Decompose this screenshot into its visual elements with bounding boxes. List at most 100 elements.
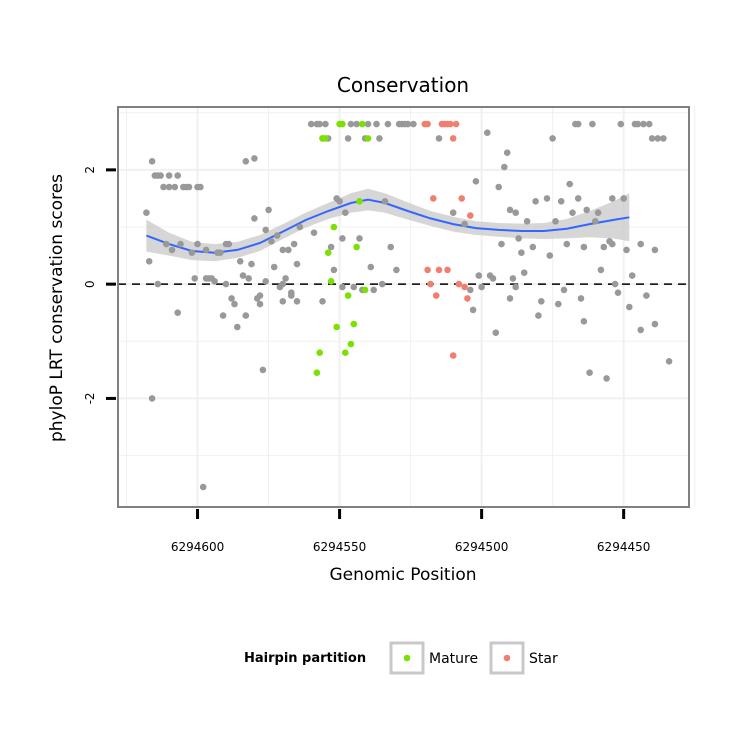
legend-label-star: Star <box>529 651 558 667</box>
data-point-other <box>518 249 525 256</box>
data-point-other <box>498 240 505 248</box>
data-point-other <box>555 300 562 308</box>
legend-label-mature: Mature <box>429 651 478 667</box>
data-point-star <box>432 292 440 299</box>
data-point-other <box>344 135 352 142</box>
legend-title: Hairpin partition <box>244 651 366 666</box>
data-point-other <box>353 120 360 128</box>
data-point-mature <box>356 198 363 205</box>
data-point-other <box>506 295 514 302</box>
data-point-star <box>458 195 466 202</box>
data-point-other <box>580 243 588 251</box>
data-point-other <box>580 318 588 325</box>
data-point-other <box>157 172 164 179</box>
data-point-other <box>330 266 338 274</box>
data-point-other <box>560 286 568 294</box>
data-point-star <box>455 280 463 288</box>
data-point-star <box>464 295 471 302</box>
plot-panel <box>117 106 696 508</box>
confidence-ribbon <box>146 188 630 262</box>
data-point-other <box>563 240 571 248</box>
data-point-star <box>424 266 431 274</box>
data-point-other <box>163 240 170 248</box>
data-point-other <box>512 209 519 216</box>
data-point-other <box>566 180 573 188</box>
data-point-mature <box>344 292 352 299</box>
data-point-star <box>447 120 454 128</box>
data-point-other <box>628 272 636 279</box>
data-point-mature <box>361 286 369 294</box>
data-point-star <box>467 212 474 219</box>
data-point-other <box>242 312 250 319</box>
data-point-other <box>512 283 519 291</box>
data-point-other <box>259 366 267 374</box>
y-axis-label: phyloP LRT conservation scores <box>47 174 67 442</box>
data-point-other <box>236 258 244 265</box>
data-point-mature <box>359 120 366 128</box>
data-point-other <box>185 183 193 191</box>
data-point-other <box>495 183 503 191</box>
data-point-other <box>268 238 275 245</box>
data-point-other <box>478 283 485 291</box>
x-tick-label: 6294450 <box>597 540 650 554</box>
data-point-other <box>148 158 156 165</box>
data-point-other <box>336 198 343 205</box>
data-point-other <box>520 269 528 277</box>
data-point-other <box>503 149 511 156</box>
data-point-other <box>648 135 656 142</box>
data-point-other <box>279 298 287 305</box>
data-point-other <box>319 298 326 305</box>
data-point-mature <box>347 340 355 348</box>
data-point-other <box>248 260 255 268</box>
data-point-other <box>634 120 642 128</box>
data-point-other <box>251 155 258 162</box>
data-point-other <box>265 206 272 214</box>
data-point-other <box>469 306 477 314</box>
data-point-mature <box>364 135 372 142</box>
data-point-other <box>651 246 659 254</box>
data-point-other <box>273 232 281 239</box>
data-point-other <box>549 135 556 142</box>
data-point-star <box>449 352 457 359</box>
data-point-mature <box>324 249 332 256</box>
data-point-other <box>376 135 383 142</box>
data-point-other <box>293 260 301 268</box>
chart-title: Conservation <box>337 73 469 97</box>
data-point-other <box>410 120 417 128</box>
data-point-other <box>467 286 474 294</box>
legend-swatch-mature <box>403 654 411 662</box>
data-point-star <box>452 120 460 128</box>
data-point-other <box>617 120 625 128</box>
data-point-star <box>427 280 434 288</box>
data-point-other <box>197 183 204 191</box>
data-point-other <box>535 312 542 319</box>
data-point-other <box>290 240 298 248</box>
data-point-other <box>569 209 576 216</box>
data-point-other <box>515 235 522 242</box>
data-point-other <box>637 240 644 248</box>
data-point-other <box>279 280 287 288</box>
data-point-other <box>594 209 602 216</box>
data-point-other <box>614 289 622 297</box>
data-point-other <box>174 172 181 179</box>
data-point-other <box>489 275 497 282</box>
data-point-other <box>373 120 380 128</box>
data-point-other <box>316 120 324 128</box>
data-point-other <box>350 283 358 291</box>
data-point-other <box>191 275 198 282</box>
data-point-other <box>168 246 176 254</box>
data-point-other <box>651 320 659 328</box>
data-point-mature <box>339 120 346 128</box>
data-point-other <box>387 243 395 251</box>
data-point-other <box>228 295 235 302</box>
data-point-other <box>609 240 616 248</box>
data-point-other <box>262 278 270 285</box>
data-point-other <box>367 263 375 271</box>
x-tick-label: 6294550 <box>313 540 366 554</box>
data-point-other <box>472 178 480 185</box>
data-point-other <box>546 252 554 259</box>
data-point-star <box>424 120 431 128</box>
data-point-other <box>370 286 378 294</box>
data-point-other <box>293 298 301 305</box>
